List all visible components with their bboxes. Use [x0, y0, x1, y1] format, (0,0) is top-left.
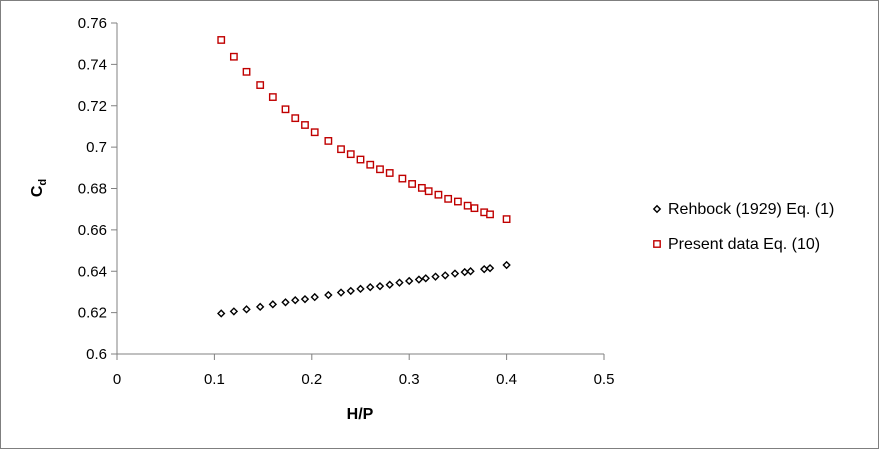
x-axis-ticks: 0 0.1 0.2 0.3 0.4 0.5	[113, 354, 615, 388]
diamond-data-point	[485, 263, 495, 273]
legend-item-2: Present data Eq. (10)	[653, 236, 820, 253]
y-tick-label: 0.74	[78, 56, 107, 73]
diamond-data-point	[480, 264, 489, 274]
diamond-data-point	[395, 278, 404, 287]
square-data-point	[502, 215, 511, 224]
legend-square-marker	[653, 240, 661, 248]
square-data-point	[356, 155, 365, 164]
x-tick-label: 0.4	[496, 371, 517, 388]
diamond-data-point	[291, 296, 300, 305]
series-2-markers	[217, 36, 511, 224]
y-tick-label: 0.64	[78, 263, 107, 280]
diamond-data-point	[255, 302, 265, 312]
diamond-data-point	[441, 271, 450, 280]
data-markers	[217, 36, 511, 318]
legend-label: Present data Eq. (10)	[668, 236, 820, 253]
diamond-data-point	[346, 286, 355, 296]
y-axis-title-subscript: d	[37, 179, 49, 186]
diamond-data-point	[366, 282, 375, 292]
diamond-data-point	[385, 280, 394, 289]
y-tick-label: 0.76	[78, 15, 107, 32]
square-data-point	[301, 121, 309, 129]
square-data-point	[229, 52, 238, 61]
legend-label: Rehbock (1929) Eq. (1)	[668, 201, 834, 218]
square-data-point	[281, 105, 290, 114]
series-1-markers	[217, 260, 511, 318]
square-data-point	[242, 67, 251, 76]
square-data-point	[463, 201, 472, 210]
square-data-point	[408, 180, 417, 188]
x-tick-label: 0.3	[399, 371, 420, 388]
diamond-data-point	[460, 267, 469, 277]
square-data-point	[376, 165, 384, 174]
y-tick-label: 0.72	[78, 98, 107, 115]
diamond-data-point	[450, 269, 460, 278]
square-data-point	[434, 190, 443, 199]
y-axis-title-main: C	[29, 185, 46, 197]
square-data-point	[256, 81, 265, 89]
diamond-data-point	[324, 290, 333, 300]
square-data-point	[398, 174, 407, 183]
diamond-data-point	[310, 292, 319, 302]
x-tick-label: 0.5	[594, 371, 615, 388]
square-data-point	[417, 183, 426, 192]
y-tick-label: 0.62	[78, 305, 107, 322]
square-data-point	[366, 160, 375, 169]
diamond-data-point	[217, 309, 226, 318]
diamond-data-point	[502, 260, 511, 270]
legend-item-1: Rehbock (1929) Eq. (1)	[652, 201, 834, 218]
diamond-data-point	[375, 281, 385, 291]
square-data-point	[486, 210, 494, 219]
square-data-point	[470, 204, 479, 213]
square-data-point	[310, 128, 319, 137]
diamond-data-point	[336, 288, 346, 297]
diamond-data-point	[300, 294, 310, 304]
plot-area: 0.60.620.640.660.680.70.720.740.76 0 0.1 0…	[78, 15, 615, 388]
legend-diamond-marker	[652, 204, 662, 214]
diamond-data-point	[421, 274, 430, 283]
diamond-data-point	[431, 272, 440, 281]
y-tick-label: 0.7	[86, 139, 107, 156]
y-tick-label: 0.66	[78, 222, 107, 239]
x-tick-label: 0	[113, 371, 121, 388]
legend: Rehbock (1929) Eq. (1) Present data Eq. (…	[652, 201, 834, 253]
square-data-point	[337, 145, 345, 154]
y-axis-title: Cd	[29, 179, 49, 197]
y-tick-label: 0.68	[78, 181, 107, 198]
square-data-point	[385, 169, 394, 177]
x-tick-label: 0.1	[204, 371, 225, 388]
diamond-data-point	[229, 307, 239, 316]
x-tick-label: 0.2	[301, 371, 322, 388]
diamond-data-point	[268, 300, 278, 309]
square-data-point	[444, 194, 453, 203]
square-data-point	[217, 36, 226, 44]
diamond-data-point	[405, 276, 414, 286]
diamond-data-point	[281, 298, 290, 307]
square-data-point	[424, 187, 433, 196]
diamond-data-point	[242, 305, 251, 314]
diamond-data-point	[466, 267, 475, 276]
diamond-data-point	[414, 275, 424, 284]
y-axis-ticks: 0.6 0.62 0.64 0.66 0.68 0.7 0.72 0.74 0.76	[78, 15, 117, 363]
square-data-point	[291, 114, 300, 123]
x-axis-title: H/P	[347, 406, 374, 423]
square-data-point	[454, 197, 462, 206]
diamond-data-point	[356, 284, 365, 294]
square-data-point	[324, 137, 333, 145]
square-data-point	[346, 150, 355, 159]
y-tick-label: 0.6	[86, 346, 107, 363]
square-data-point	[268, 93, 277, 101]
